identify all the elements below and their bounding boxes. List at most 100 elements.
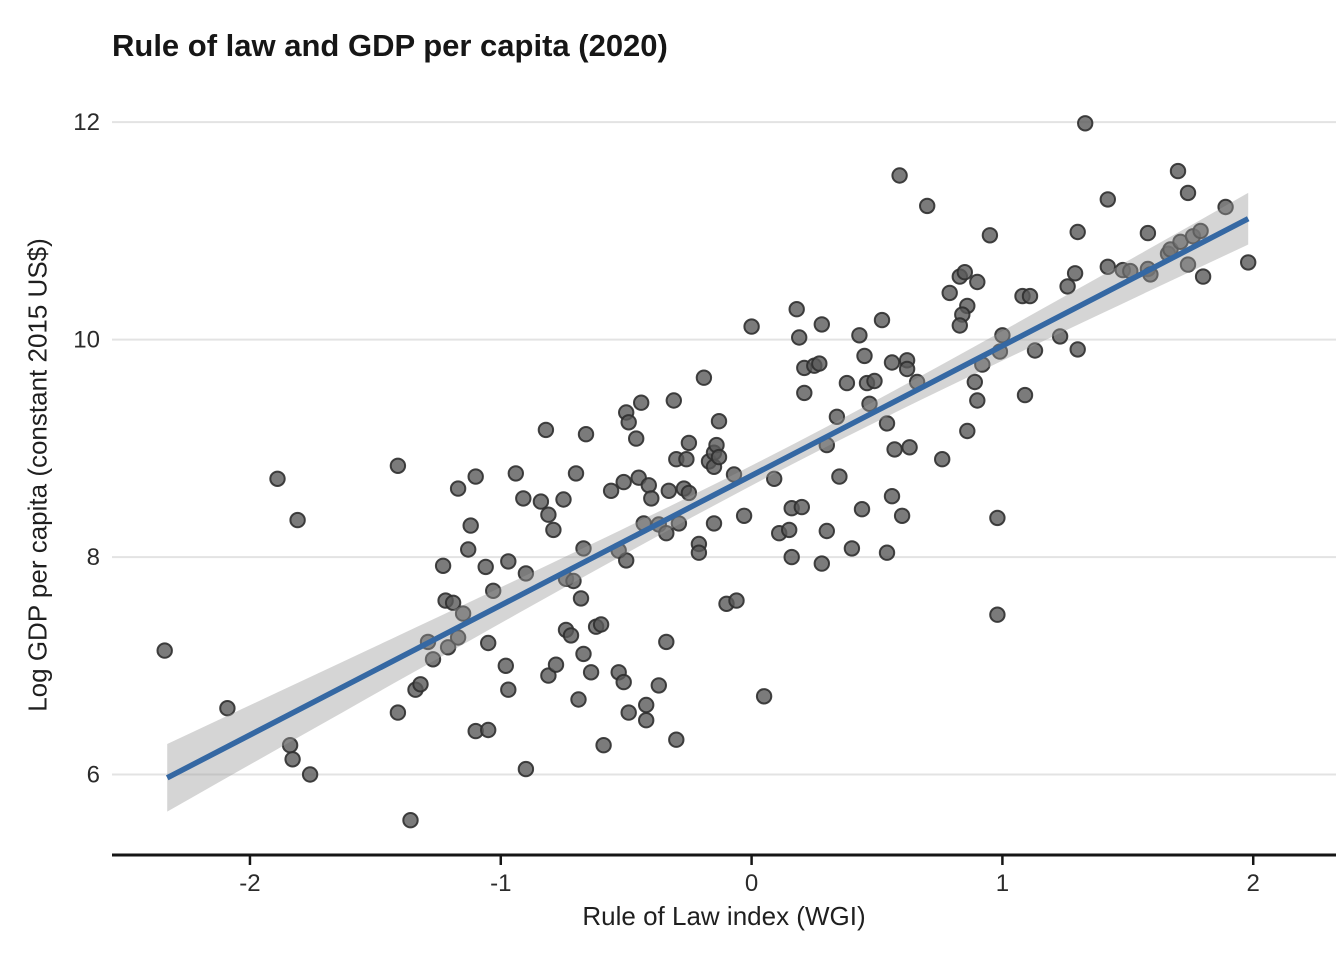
scatter-point (883, 354, 901, 371)
scatter-point (793, 498, 810, 516)
scatter-point (969, 273, 986, 291)
scatter-point (891, 167, 908, 184)
scatter-point (831, 468, 848, 485)
scatter-point (796, 384, 813, 402)
scatter-point (856, 347, 873, 365)
scatter-point (901, 439, 918, 456)
scatter-point (783, 548, 800, 566)
scatter-point (658, 633, 675, 651)
scatter-point (633, 394, 650, 411)
scatter-point (1066, 265, 1084, 282)
scatter-point (575, 645, 592, 663)
scatter-point (1179, 256, 1197, 273)
scatter-point (680, 484, 698, 502)
scatter-point (1069, 341, 1086, 358)
scatter-point (728, 592, 745, 609)
scatter-point (1016, 386, 1034, 404)
scatter-point (1069, 223, 1086, 241)
scatter-point (1099, 258, 1117, 275)
scatter-point (866, 372, 883, 390)
scatter-point (994, 327, 1011, 344)
scatter-point (545, 521, 562, 539)
scatter-point (883, 488, 901, 505)
scatter-point (658, 525, 675, 542)
scatter-point (791, 329, 808, 346)
scatter-point (1192, 222, 1209, 240)
scatter-point (540, 667, 557, 684)
scatter-point (575, 540, 592, 557)
confidence-band (167, 192, 1249, 812)
scatter-point (602, 482, 620, 499)
scatter-point (577, 426, 595, 443)
scatter-point (710, 448, 728, 466)
scatter-point (788, 301, 805, 318)
scatter-point (219, 700, 236, 717)
scatter-point (678, 451, 695, 468)
scatter-point (743, 318, 760, 335)
scatter-point (640, 477, 657, 494)
scatter-point (434, 557, 452, 574)
scatter-point (690, 544, 708, 561)
y-tick-label: 12 (73, 109, 100, 136)
scatter-point (959, 422, 976, 440)
scatter-point (1139, 224, 1157, 242)
scatter-point (969, 392, 986, 409)
scatter-point (843, 540, 861, 557)
scatter-point (289, 511, 306, 529)
scatter-point (412, 676, 429, 693)
scatter-point (1051, 328, 1069, 345)
scatter-point (989, 509, 1006, 527)
scatter-point (643, 490, 660, 507)
scatter-point (966, 373, 983, 391)
scatter-point (861, 395, 878, 412)
scatter-point (467, 468, 484, 485)
x-tick-label: 2 (1247, 870, 1260, 897)
scatter-point (1059, 278, 1076, 295)
scatter-point (620, 704, 637, 721)
scatter-point (156, 642, 173, 659)
scatter-point (886, 441, 903, 458)
scatter-point (555, 491, 572, 508)
scatter-point (1026, 342, 1044, 359)
scatter-point (665, 392, 682, 409)
x-tick-label: -1 (490, 870, 511, 897)
x-axis-title: Rule of Law index (WGI) (582, 901, 866, 931)
scatter-point (851, 327, 868, 344)
scatter-point (497, 657, 514, 674)
scatter-point (668, 731, 685, 748)
scatter-point (572, 590, 590, 607)
scatter-point (567, 465, 585, 482)
scatter-point (500, 681, 517, 698)
scatter-point (989, 606, 1006, 623)
scatter-point (480, 634, 497, 652)
scatter-point (582, 664, 600, 681)
scatter-point (1077, 115, 1094, 132)
scatter-point (710, 413, 728, 430)
y-axis-title: Log GDP per capita (constant 2015 US$) (22, 238, 53, 712)
scatter-point (517, 565, 535, 582)
scatter-point (919, 197, 936, 215)
scatter-point (389, 457, 407, 474)
scatter-point (540, 506, 557, 523)
scatter-point (638, 696, 655, 714)
scatter-point (454, 605, 472, 622)
scatter-point (781, 521, 798, 539)
x-tick-label: 0 (745, 870, 758, 897)
scatter-point (562, 627, 580, 644)
scatter-point (650, 677, 667, 694)
scatter-point (873, 311, 891, 329)
scatter-point (439, 639, 457, 656)
scatter-point (878, 415, 896, 432)
scatter-point (301, 766, 319, 783)
scatter-point (1169, 162, 1187, 180)
scatter-point (660, 482, 677, 499)
y-tick-label: 6 (87, 762, 100, 789)
scatter-point (813, 555, 830, 572)
scatter-point (853, 501, 871, 518)
scatter-point (537, 421, 555, 439)
scatter-point (695, 369, 713, 386)
scatter-point (547, 656, 565, 673)
scatter-point (570, 691, 587, 708)
